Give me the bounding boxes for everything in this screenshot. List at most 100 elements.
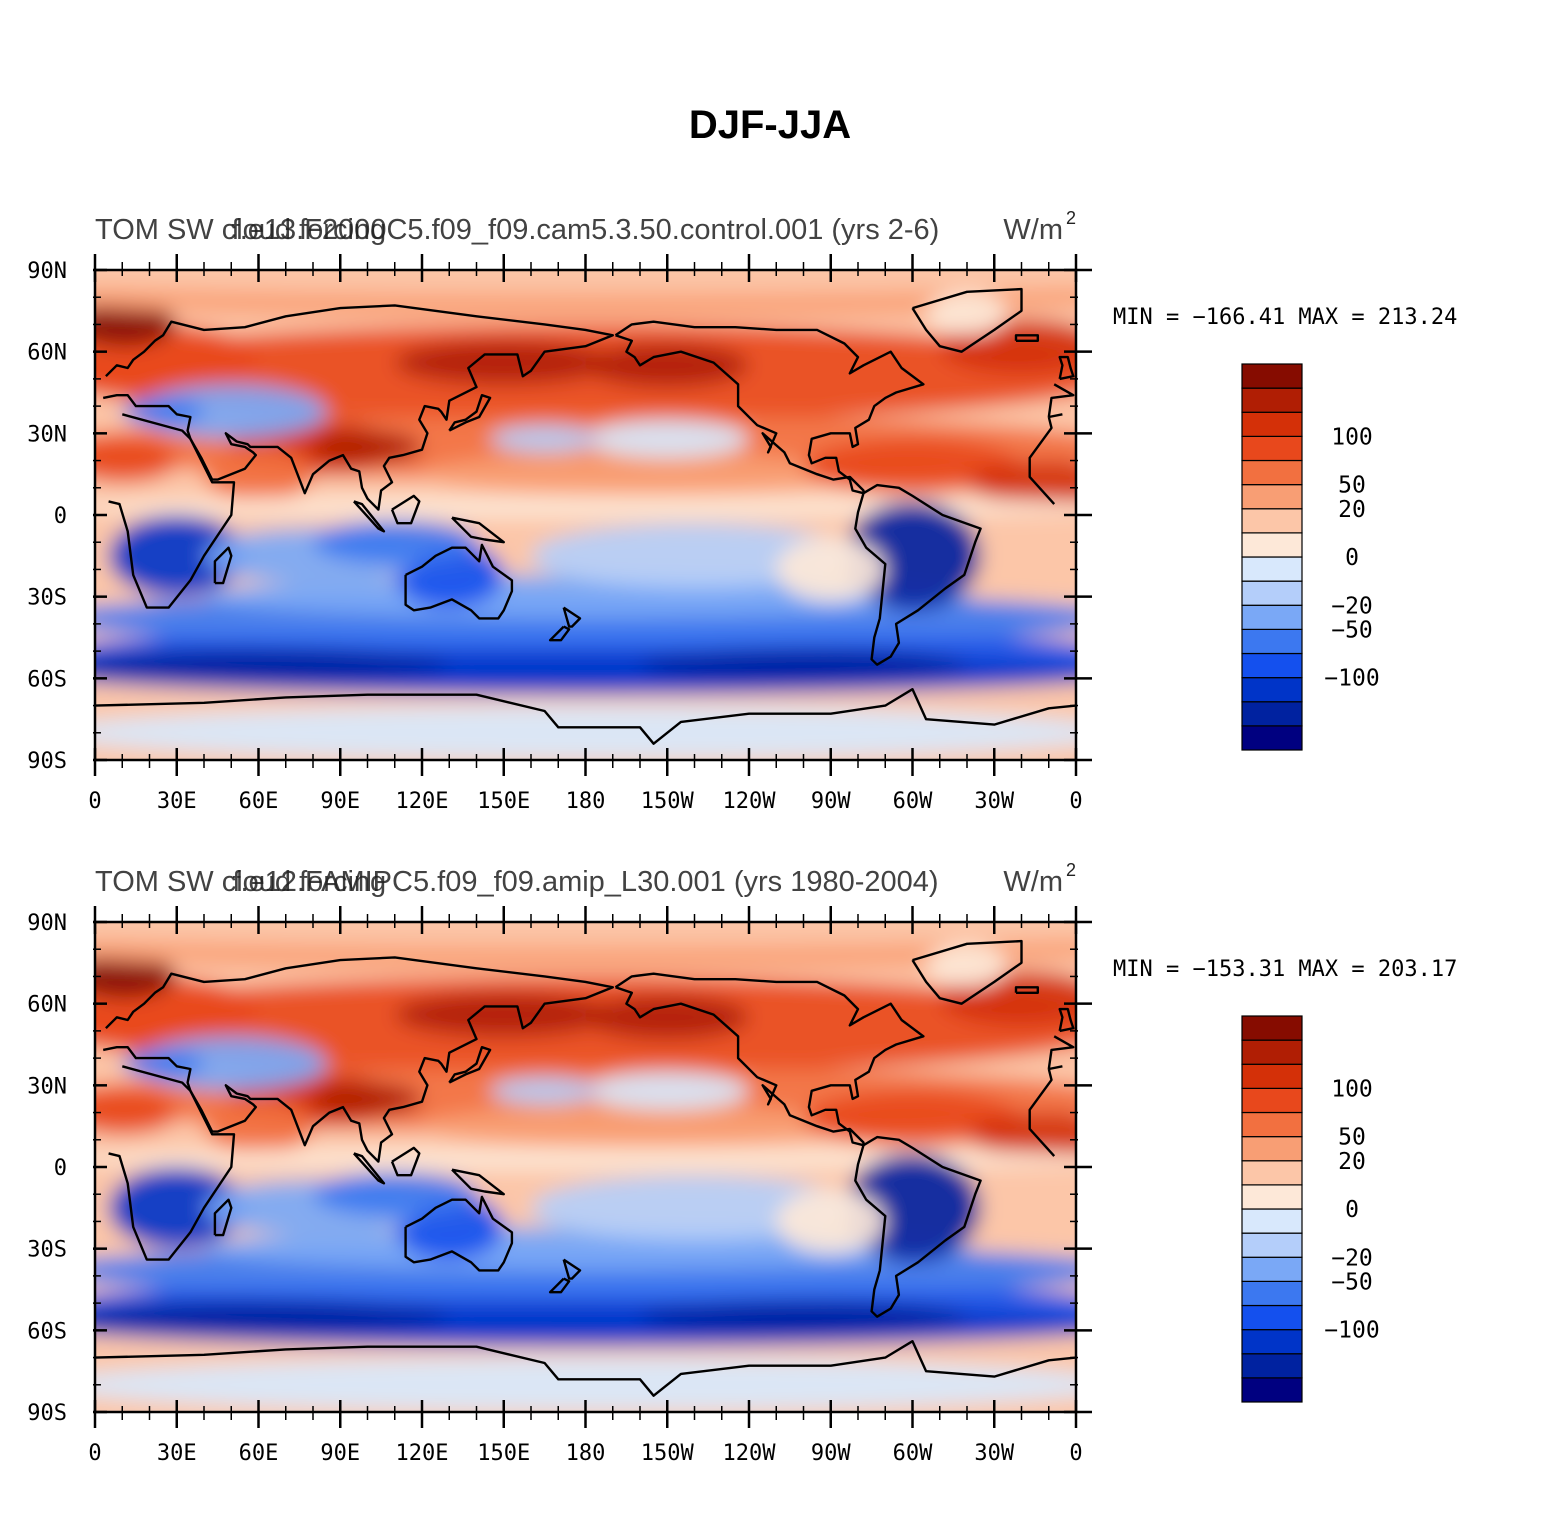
colorbar-swatch <box>1241 532 1303 558</box>
map-field <box>95 270 1076 760</box>
x-tick-label: 0 <box>88 789 101 814</box>
x-tick-label: 30E <box>157 789 197 814</box>
y-tick-label: 0 <box>54 1156 67 1181</box>
panel-units-exponent: 2 <box>1066 860 1076 880</box>
x-tick-label: 120E <box>396 789 449 814</box>
x-tick-label: 120W <box>723 1441 777 1466</box>
coastlines <box>95 287 1076 745</box>
x-tick-label: 180 <box>566 1441 606 1466</box>
colorbar-swatch <box>1241 701 1303 727</box>
colorbar-swatch <box>1241 652 1303 679</box>
panel-2: TOM SW cloud forcingf.e12.FAMIPC5.f09_f0… <box>27 860 1457 1466</box>
colorbar-label: −20 <box>1331 1245 1373 1271</box>
colorbar-label: 0 <box>1345 545 1359 571</box>
colorbar-swatch <box>1241 1039 1303 1065</box>
y-tick-label: 60N <box>27 993 67 1018</box>
x-tick-label: 0 <box>1069 1441 1082 1466</box>
x-tick-label: 60E <box>239 789 279 814</box>
colorbar-label: 20 <box>1338 497 1366 523</box>
colorbar-swatch <box>1241 1280 1303 1307</box>
y-tick-label: 30S <box>27 586 67 611</box>
colorbar-label: 0 <box>1345 1197 1359 1223</box>
panel-units-exponent: 2 <box>1066 208 1076 228</box>
colorbar-label: −50 <box>1331 617 1373 643</box>
x-tick-label: 90E <box>320 1441 360 1466</box>
y-tick-label: 30S <box>27 1238 67 1263</box>
y-tick-label: 90N <box>27 911 67 936</box>
colorbar-swatch <box>1241 1015 1303 1041</box>
colorbar-swatch <box>1241 1304 1303 1331</box>
x-tick-label: 150E <box>477 1441 530 1466</box>
coastlines <box>95 939 1076 1397</box>
colorbar-swatch <box>1241 459 1303 486</box>
x-tick-label: 90W <box>811 1441 851 1466</box>
colorbar-swatch <box>1241 387 1303 413</box>
panel-minmax: MIN = −166.41 MAX = 213.24 <box>1113 305 1457 330</box>
y-tick-label: 60S <box>27 1319 67 1344</box>
y-tick-label: 30N <box>27 422 67 447</box>
colorbar-label: 50 <box>1338 473 1366 499</box>
x-tick-label: 30W <box>974 1441 1014 1466</box>
colorbar-swatch <box>1241 1232 1303 1258</box>
panel-left-title: TOM SW cloud forcing <box>95 214 386 246</box>
colorbar-swatch <box>1241 556 1303 582</box>
colorbar-label: 100 <box>1331 1076 1373 1102</box>
x-tick-label: 60E <box>239 1441 279 1466</box>
panel-case-title: f.e13.F2000C5.f09_f09.cam5.3.50.control.… <box>232 214 940 246</box>
colorbar-swatch <box>1241 1111 1303 1138</box>
colorbar-swatch <box>1241 363 1303 389</box>
x-tick-label: 120W <box>723 789 777 814</box>
x-tick-label: 120E <box>396 1441 449 1466</box>
x-tick-label: 0 <box>88 1441 101 1466</box>
x-tick-label: 30W <box>974 789 1014 814</box>
figure-title: DJF-JJA <box>689 103 851 147</box>
y-tick-label: 90N <box>27 259 67 284</box>
y-tick-label: 30N <box>27 1074 67 1099</box>
colorbar-label: 20 <box>1338 1149 1366 1175</box>
colorbar-swatch <box>1241 484 1303 510</box>
colorbar-swatch <box>1241 580 1303 606</box>
x-tick-label: 30E <box>157 1441 197 1466</box>
x-tick-label: 60W <box>893 1441 933 1466</box>
colorbar-swatch <box>1241 1329 1303 1355</box>
y-tick-label: 60N <box>27 341 67 366</box>
y-tick-label: 0 <box>54 504 67 529</box>
x-tick-label: 150W <box>641 1441 695 1466</box>
x-tick-label: 150E <box>477 789 530 814</box>
panel-minmax: MIN = −153.31 MAX = 203.17 <box>1113 957 1457 982</box>
y-tick-label: 90S <box>27 1401 67 1426</box>
colorbar-swatch <box>1241 1136 1303 1162</box>
x-tick-label: 180 <box>566 789 606 814</box>
x-tick-label: 0 <box>1069 789 1082 814</box>
colorbar-swatch <box>1241 604 1303 630</box>
x-tick-label: 60W <box>893 789 933 814</box>
colorbar-swatch <box>1241 1160 1303 1186</box>
colorbar-swatch <box>1241 508 1303 534</box>
panel-left-title: TOM SW cloud forcing <box>95 866 386 898</box>
colorbar-swatch <box>1241 725 1303 751</box>
colorbar-swatch <box>1241 1377 1303 1403</box>
colorbar-swatch <box>1241 435 1303 462</box>
y-tick-label: 90S <box>27 749 67 774</box>
colorbar-label: 100 <box>1331 424 1373 450</box>
x-tick-label: 150W <box>641 789 695 814</box>
colorbar-label: −100 <box>1324 666 1379 692</box>
x-tick-label: 90W <box>811 789 851 814</box>
colorbar-swatch <box>1241 1208 1303 1234</box>
y-tick-label: 60S <box>27 667 67 692</box>
colorbar-swatch <box>1241 1184 1303 1210</box>
colorbar-swatch <box>1241 677 1303 703</box>
x-tick-label: 90E <box>320 789 360 814</box>
colorbar-label: −20 <box>1331 593 1373 619</box>
colorbar-swatch <box>1241 1256 1303 1282</box>
panel-1: TOM SW cloud forcingf.e13.F2000C5.f09_f0… <box>27 208 1457 814</box>
colorbar-swatch <box>1241 411 1303 437</box>
panel-units: W/m <box>1003 214 1063 246</box>
colorbar-swatch <box>1241 1353 1303 1379</box>
map-field <box>95 922 1076 1412</box>
panel-case-title: f.e12.FAMIPC5.f09_f09.amip_L30.001 (yrs … <box>232 866 938 898</box>
colorbar-swatch <box>1241 628 1303 655</box>
